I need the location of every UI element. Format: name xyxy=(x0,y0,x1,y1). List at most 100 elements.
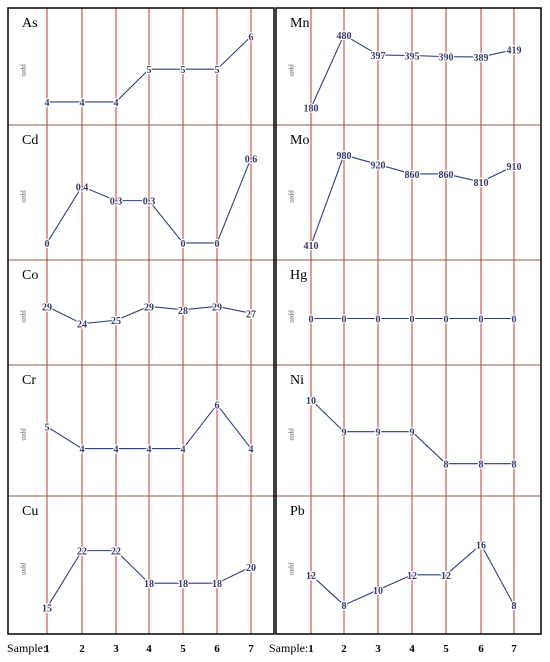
data-label: 24 xyxy=(77,320,87,331)
panel-title: Pb xyxy=(290,504,305,519)
data-label: 4 xyxy=(114,445,119,456)
data-label: 0 xyxy=(45,239,50,250)
data-label: 980 xyxy=(337,151,352,162)
data-label: 0 xyxy=(342,315,347,326)
series-line xyxy=(46,305,252,325)
y-axis-label: ppm xyxy=(20,190,28,203)
x-axis: Sample: Sample: 1 2 3 4 5 6 7 1 2 3 4 5 6 7 xyxy=(7,641,517,655)
data-label: 22 xyxy=(77,547,87,558)
series-line xyxy=(310,154,515,246)
data-label: 910 xyxy=(507,162,522,173)
x-tick-label: 4 xyxy=(409,643,415,655)
data-label: 0 xyxy=(376,315,381,326)
data-label: 18 xyxy=(144,579,154,590)
chart-panel-hg: Hg ppm 0 0 0 0 0 0 0 xyxy=(288,268,518,327)
x-tick-label: 7 xyxy=(248,643,254,655)
panel-title: Mo xyxy=(290,133,309,148)
data-label: 18 xyxy=(178,579,188,590)
data-label: 397 xyxy=(371,51,386,62)
chart-panel-pb: Pb ppm 12 8 10 12 12 16 8 xyxy=(288,504,518,613)
data-label: 8 xyxy=(512,601,517,612)
data-label: 22 xyxy=(111,547,121,558)
data-label: 29 xyxy=(42,302,52,313)
data-label: 390 xyxy=(439,53,454,64)
panel-title: Cu xyxy=(22,504,38,519)
column-frame xyxy=(275,7,542,635)
panel-title: Co xyxy=(22,268,38,283)
data-label: 4 xyxy=(249,445,254,456)
x-tick-label: 3 xyxy=(113,643,119,655)
panel-title: Ni xyxy=(290,373,304,388)
data-label: 29 xyxy=(144,302,154,313)
y-axis-label: ppm xyxy=(288,428,296,441)
chart-panel-ni: Ni ppm 10 9 9 9 8 8 8 xyxy=(288,373,518,472)
data-label: 6 xyxy=(215,401,220,412)
x-tick-label: 5 xyxy=(443,643,449,655)
y-axis-label: ppm xyxy=(20,310,28,323)
series-line xyxy=(310,543,515,606)
chart-panel-as: As ppm 4 4 4 5 5 5 6 xyxy=(20,16,255,110)
data-label: 480 xyxy=(337,31,352,42)
chart-panel-cu: Cu ppm 15 22 22 18 18 18 20 xyxy=(20,504,257,616)
y-axis-label: ppm xyxy=(288,64,296,77)
data-label: 29 xyxy=(212,302,222,313)
column-frame xyxy=(7,7,275,635)
data-label: 0.6 xyxy=(245,154,258,165)
data-label: 25 xyxy=(111,316,121,327)
x-tick-label: 5 xyxy=(180,643,186,655)
data-label: 15 xyxy=(42,604,52,615)
y-axis-label: ppm xyxy=(288,563,296,576)
data-label: 4 xyxy=(80,98,85,109)
y-axis-label: ppm xyxy=(288,310,296,323)
data-label: 389 xyxy=(474,53,489,64)
data-label: 419 xyxy=(507,46,522,57)
data-label: 4 xyxy=(181,445,186,456)
data-label: 0.3 xyxy=(110,197,123,208)
data-label: 180 xyxy=(304,104,319,115)
data-label: 12 xyxy=(306,571,316,582)
data-label: 0.3 xyxy=(143,197,156,208)
data-label: 18 xyxy=(212,579,222,590)
data-label: 5 xyxy=(147,65,152,76)
data-label: 0.4 xyxy=(76,183,89,194)
panel-title: As xyxy=(22,16,38,31)
data-label: 0 xyxy=(410,315,415,326)
data-label: 410 xyxy=(304,241,319,252)
y-axis-label: ppm xyxy=(20,64,28,77)
x-tick-label: 1 xyxy=(44,643,50,655)
data-label: 0 xyxy=(444,315,449,326)
x-tick-label: 1 xyxy=(308,643,314,655)
data-label: 9 xyxy=(342,428,347,439)
data-label: 10 xyxy=(373,586,383,597)
series-line xyxy=(46,158,252,244)
chart-panel-mo: Mo ppm 410 980 920 860 860 810 910 xyxy=(288,133,523,253)
x-axis-label-right: Sample: xyxy=(269,641,308,655)
series-line xyxy=(46,403,252,450)
data-label: 4 xyxy=(45,98,50,109)
data-label: 5 xyxy=(45,423,50,434)
data-label: 0 xyxy=(512,315,517,326)
panel-title: Hg xyxy=(290,268,307,283)
data-label: 920 xyxy=(371,160,386,171)
data-label: 0 xyxy=(181,239,186,250)
series-line xyxy=(310,34,515,108)
x-tick-label: 4 xyxy=(146,643,152,655)
x-tick-label: 6 xyxy=(214,643,220,655)
data-label: 810 xyxy=(474,178,489,189)
chart-panel-cr: Cr ppm 5 4 4 4 4 6 4 xyxy=(20,373,255,457)
x-tick-label: 6 xyxy=(478,643,484,655)
panel-title: Mn xyxy=(290,16,309,31)
x-axis-label-left: Sample: xyxy=(7,641,46,655)
series-line xyxy=(310,399,514,465)
data-label: 5 xyxy=(215,65,220,76)
data-label: 860 xyxy=(439,170,454,181)
data-label: 0 xyxy=(479,315,484,326)
data-label: 8 xyxy=(479,460,484,471)
x-tick-label: 2 xyxy=(341,643,347,655)
chart-panel-cd: Cd ppm 0 0.4 0.3 0.3 0 0 0.6 xyxy=(20,133,258,251)
y-axis-label: ppm xyxy=(288,190,296,203)
x-tick-label: 3 xyxy=(375,643,381,655)
data-label: 12 xyxy=(441,571,451,582)
